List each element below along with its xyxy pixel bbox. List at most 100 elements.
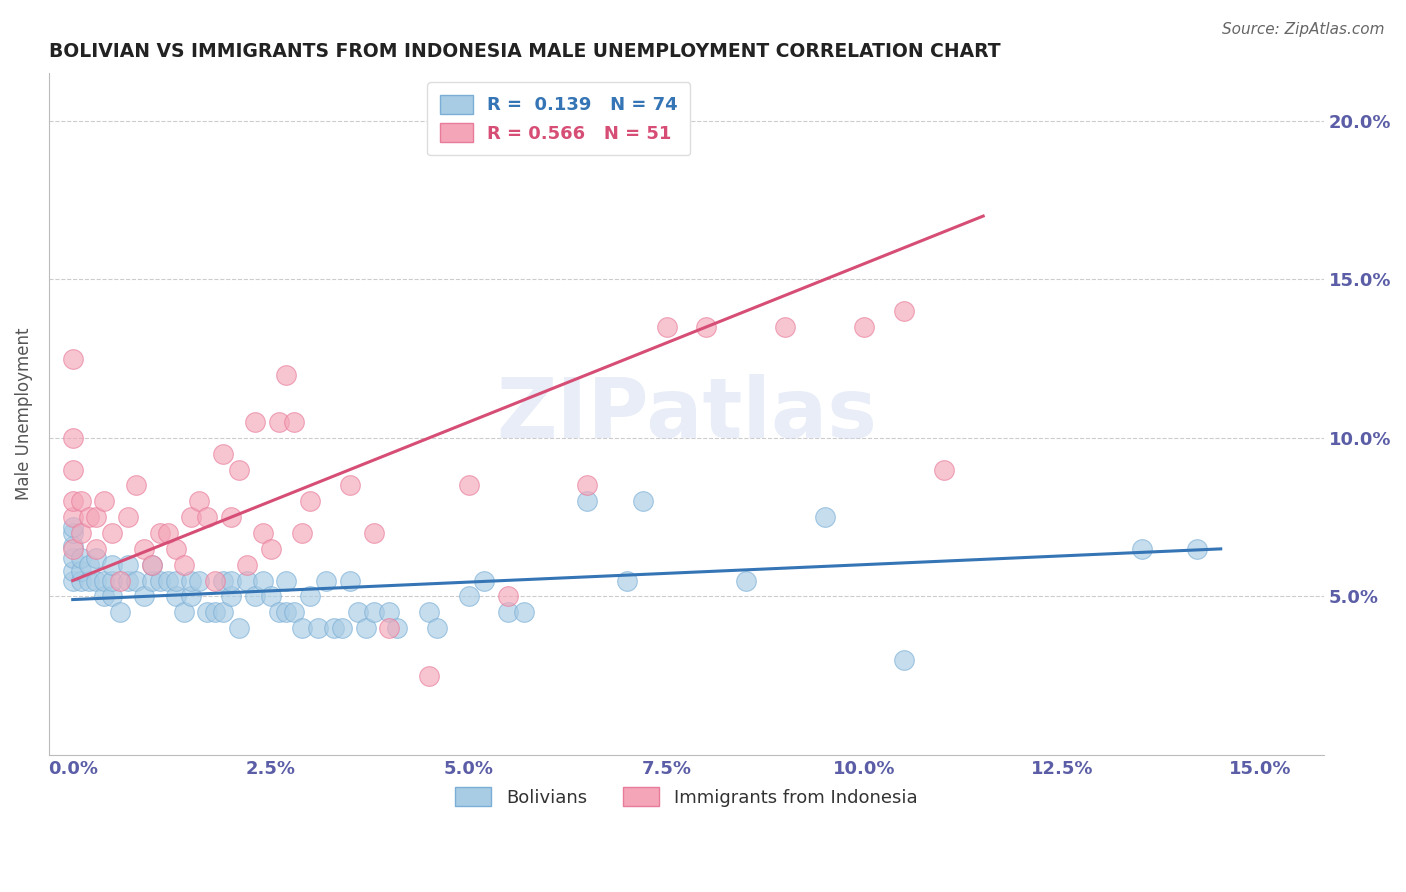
Point xyxy=(101,526,124,541)
Point xyxy=(323,621,346,635)
Point xyxy=(69,574,91,588)
Text: BOLIVIAN VS IMMIGRANTS FROM INDONESIA MALE UNEMPLOYMENT CORRELATION CHART: BOLIVIAN VS IMMIGRANTS FROM INDONESIA MA… xyxy=(49,42,1001,61)
Point xyxy=(62,539,84,553)
Point xyxy=(1185,541,1208,556)
Point xyxy=(315,574,337,588)
Point xyxy=(307,621,329,635)
Point xyxy=(69,526,91,541)
Point xyxy=(62,541,84,556)
Point xyxy=(496,605,519,619)
Point xyxy=(259,541,281,556)
Text: Source: ZipAtlas.com: Source: ZipAtlas.com xyxy=(1222,22,1385,37)
Point xyxy=(62,526,84,541)
Point xyxy=(283,415,305,429)
Point xyxy=(165,590,187,604)
Point xyxy=(474,574,496,588)
Point xyxy=(219,590,242,604)
Point xyxy=(932,462,955,476)
Point xyxy=(259,590,281,604)
Point xyxy=(814,510,837,524)
Point xyxy=(62,431,84,445)
Point xyxy=(77,558,100,572)
Point xyxy=(141,558,163,572)
Point xyxy=(188,574,211,588)
Point xyxy=(276,574,298,588)
Legend: Bolivians, Immigrants from Indonesia: Bolivians, Immigrants from Indonesia xyxy=(449,780,925,814)
Point xyxy=(426,621,449,635)
Point xyxy=(69,551,91,566)
Text: ZIPatlas: ZIPatlas xyxy=(496,374,877,455)
Point xyxy=(101,558,124,572)
Point xyxy=(457,478,479,492)
Point xyxy=(62,519,84,533)
Point xyxy=(299,590,322,604)
Point xyxy=(117,574,139,588)
Point xyxy=(775,320,797,334)
Point xyxy=(212,447,235,461)
Point xyxy=(173,605,195,619)
Point xyxy=(893,653,915,667)
Point xyxy=(695,320,717,334)
Point xyxy=(513,605,536,619)
Point xyxy=(236,558,259,572)
Point xyxy=(363,526,385,541)
Point xyxy=(496,590,519,604)
Point xyxy=(893,304,915,318)
Point xyxy=(62,564,84,578)
Point xyxy=(132,541,155,556)
Point xyxy=(110,574,132,588)
Point xyxy=(291,526,314,541)
Point xyxy=(77,574,100,588)
Point xyxy=(101,574,124,588)
Point xyxy=(616,574,638,588)
Point xyxy=(132,590,155,604)
Point xyxy=(165,574,187,588)
Point xyxy=(378,605,401,619)
Point xyxy=(243,415,266,429)
Point xyxy=(93,494,115,508)
Point xyxy=(236,574,259,588)
Y-axis label: Male Unemployment: Male Unemployment xyxy=(15,328,32,500)
Point xyxy=(276,368,298,382)
Point xyxy=(156,574,179,588)
Point xyxy=(125,478,148,492)
Point xyxy=(141,558,163,572)
Point xyxy=(1130,541,1153,556)
Point xyxy=(339,478,361,492)
Point xyxy=(228,462,250,476)
Point xyxy=(418,668,440,682)
Point xyxy=(62,351,84,366)
Point xyxy=(631,494,654,508)
Point xyxy=(69,494,91,508)
Point xyxy=(149,526,172,541)
Point xyxy=(204,605,226,619)
Point xyxy=(165,541,187,556)
Point xyxy=(291,621,314,635)
Point xyxy=(655,320,678,334)
Point xyxy=(141,574,163,588)
Point xyxy=(363,605,385,619)
Point xyxy=(62,494,84,508)
Point xyxy=(93,590,115,604)
Point xyxy=(149,574,172,588)
Point xyxy=(173,558,195,572)
Point xyxy=(62,551,84,566)
Point xyxy=(180,510,202,524)
Point xyxy=(252,526,274,541)
Point xyxy=(228,621,250,635)
Point xyxy=(117,510,139,524)
Point xyxy=(378,621,401,635)
Point xyxy=(243,590,266,604)
Point xyxy=(101,590,124,604)
Point xyxy=(267,415,290,429)
Point xyxy=(212,605,235,619)
Point xyxy=(86,551,108,566)
Point xyxy=(86,541,108,556)
Point xyxy=(387,621,409,635)
Point xyxy=(219,574,242,588)
Point xyxy=(156,526,179,541)
Point xyxy=(734,574,756,588)
Point xyxy=(188,494,211,508)
Point xyxy=(457,590,479,604)
Point xyxy=(267,605,290,619)
